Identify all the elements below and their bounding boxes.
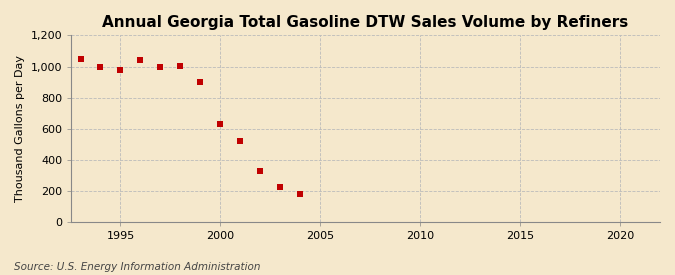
Point [235,139,246,144]
Y-axis label: Thousand Gallons per Day: Thousand Gallons per Day [15,55,25,202]
Point [175,64,186,68]
Point [115,68,126,73]
Text: Source: U.S. Energy Information Administration: Source: U.S. Energy Information Administ… [14,262,260,272]
Point [215,122,225,127]
Title: Annual Georgia Total Gasoline DTW Sales Volume by Refiners: Annual Georgia Total Gasoline DTW Sales … [102,15,628,30]
Point [95,64,106,69]
Point [155,65,166,69]
Point [75,57,86,61]
Point [195,80,206,84]
Point [135,58,146,62]
Point [275,184,286,189]
Point [255,169,266,173]
Point [295,192,306,197]
